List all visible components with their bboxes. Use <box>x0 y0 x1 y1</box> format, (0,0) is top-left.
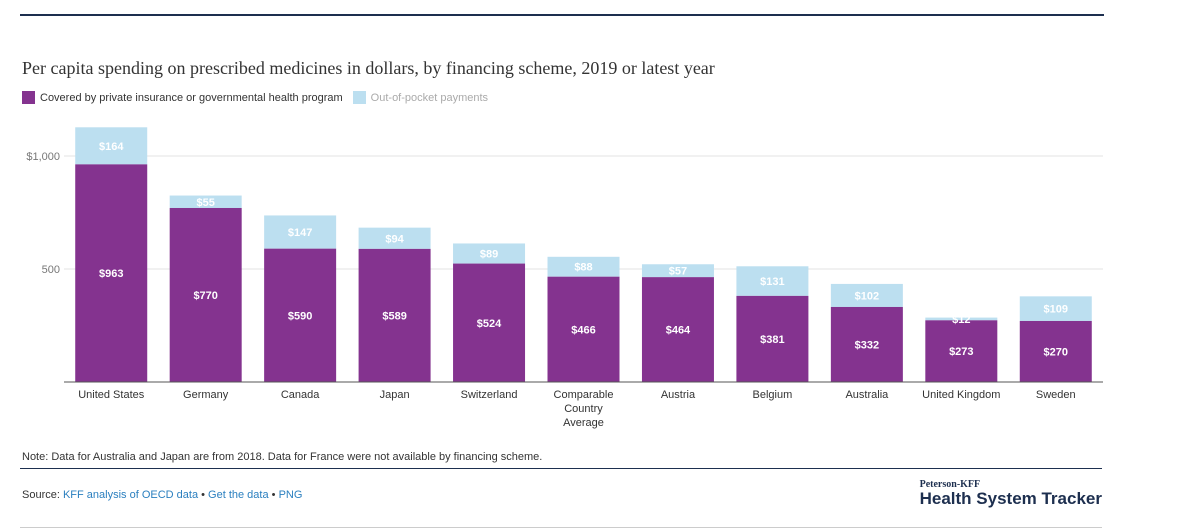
bar-covered <box>547 276 620 382</box>
legend-item-covered[interactable]: Covered by private insurance or governme… <box>22 91 343 104</box>
brand-small-text: Peterson-KFF <box>919 479 981 490</box>
data-label-covered: $524 <box>477 318 502 330</box>
source-line: Source: KFF analysis of OECD data • Get … <box>22 489 302 501</box>
bar-out-of-pocket <box>453 243 526 264</box>
data-label-covered: $270 <box>1044 346 1068 358</box>
x-tick-label: Austria <box>661 389 696 401</box>
bar-covered <box>264 248 337 382</box>
brand-big-text: Health System Tracker <box>919 489 1102 508</box>
bar-chart: 500 $1,000 $963 $164 United States $770 $55 Ger… <box>26 127 1103 429</box>
data-label-out-of-pocket: $57 <box>669 266 687 278</box>
data-label-covered: $332 <box>855 339 879 351</box>
x-tick-label: Average <box>563 417 604 429</box>
bottom-rule <box>20 527 1102 528</box>
top-rule <box>20 14 1104 16</box>
y-tick-label: 500 <box>42 264 60 276</box>
x-tick-label: Sweden <box>1036 389 1076 401</box>
legend-swatch-covered <box>22 91 35 104</box>
data-label-out-of-pocket: $147 <box>288 227 312 239</box>
x-tick-label: United States <box>78 389 145 401</box>
data-label-out-of-pocket: $55 <box>197 197 215 209</box>
data-label-out-of-pocket: $88 <box>574 262 592 274</box>
data-label-covered: $273 <box>949 346 973 358</box>
bar-out-of-pocket <box>641 264 714 278</box>
data-label-out-of-pocket: $164 <box>99 141 124 153</box>
bar-covered <box>169 207 242 382</box>
bar-out-of-pocket <box>925 317 998 321</box>
separator: • <box>268 489 279 501</box>
data-label-out-of-pocket: $131 <box>760 276 784 288</box>
bar-out-of-pocket <box>1019 296 1092 321</box>
bar-covered <box>641 277 714 382</box>
data-label-covered: $963 <box>99 268 123 280</box>
chart-legend: Covered by private insurance or governme… <box>22 91 488 104</box>
bar-covered <box>925 320 998 382</box>
bar-out-of-pocket <box>830 283 903 307</box>
bar-covered <box>830 306 903 382</box>
data-label-out-of-pocket: $94 <box>385 233 404 245</box>
footer-rule <box>20 468 1102 469</box>
brand-logo[interactable]: Peterson-KFF Health System Tracker <box>920 479 1102 508</box>
legend-swatch-out-of-pocket <box>352 91 366 104</box>
x-tick-label: Belgium <box>753 389 793 401</box>
bar-covered <box>1019 320 1092 382</box>
y-tick-label: $1,000 <box>26 151 60 163</box>
legend-label-covered: Covered by private insurance or governme… <box>40 91 343 104</box>
source-link[interactable]: KFF analysis of OECD data <box>62 489 199 501</box>
data-label-covered: $589 <box>382 310 406 322</box>
bar-covered <box>358 248 431 382</box>
x-tick-label: Germany <box>183 389 229 401</box>
data-label-out-of-pocket: $12 <box>952 314 970 326</box>
bar-out-of-pocket <box>358 227 431 249</box>
data-label-covered: $466 <box>571 324 595 336</box>
bar-out-of-pocket <box>75 127 148 165</box>
x-tick-label: Canada <box>281 389 320 401</box>
chart-note: Note: Data for Australia and Japan are f… <box>22 451 543 463</box>
data-label-covered: $590 <box>288 310 312 322</box>
x-tick-label: Switzerland <box>461 389 518 401</box>
data-label-covered: $770 <box>193 290 217 302</box>
bar-covered <box>736 295 809 382</box>
chart-title: Per capita spending on prescribed medici… <box>22 58 715 78</box>
bar-covered <box>75 164 148 382</box>
legend-item-out-of-pocket[interactable]: Out-of-pocket payments <box>352 91 489 104</box>
bar-out-of-pocket <box>736 266 809 296</box>
bar-covered <box>453 263 526 382</box>
x-tick-label: United Kingdom <box>922 389 1000 401</box>
get-data-link[interactable]: Get the data <box>208 489 269 501</box>
bar-out-of-pocket <box>264 215 337 249</box>
legend-label-out-of-pocket: Out-of-pocket payments <box>370 91 489 104</box>
x-tick-label: Japan <box>380 389 410 401</box>
data-label-out-of-pocket: $89 <box>480 249 498 261</box>
data-label-out-of-pocket: $102 <box>855 290 879 302</box>
x-tick-label: Country <box>564 403 603 415</box>
x-tick-label: Comparable <box>554 389 614 401</box>
data-label-covered: $381 <box>760 334 784 346</box>
x-tick-label: Australia <box>845 389 889 401</box>
source-prefix: Source: <box>22 489 63 501</box>
data-label-out-of-pocket: $109 <box>1044 304 1068 316</box>
png-link[interactable]: PNG <box>278 489 303 501</box>
data-label-covered: $464 <box>666 325 691 337</box>
bar-out-of-pocket <box>169 195 242 208</box>
bar-out-of-pocket <box>547 256 620 277</box>
separator: • <box>198 489 209 501</box>
